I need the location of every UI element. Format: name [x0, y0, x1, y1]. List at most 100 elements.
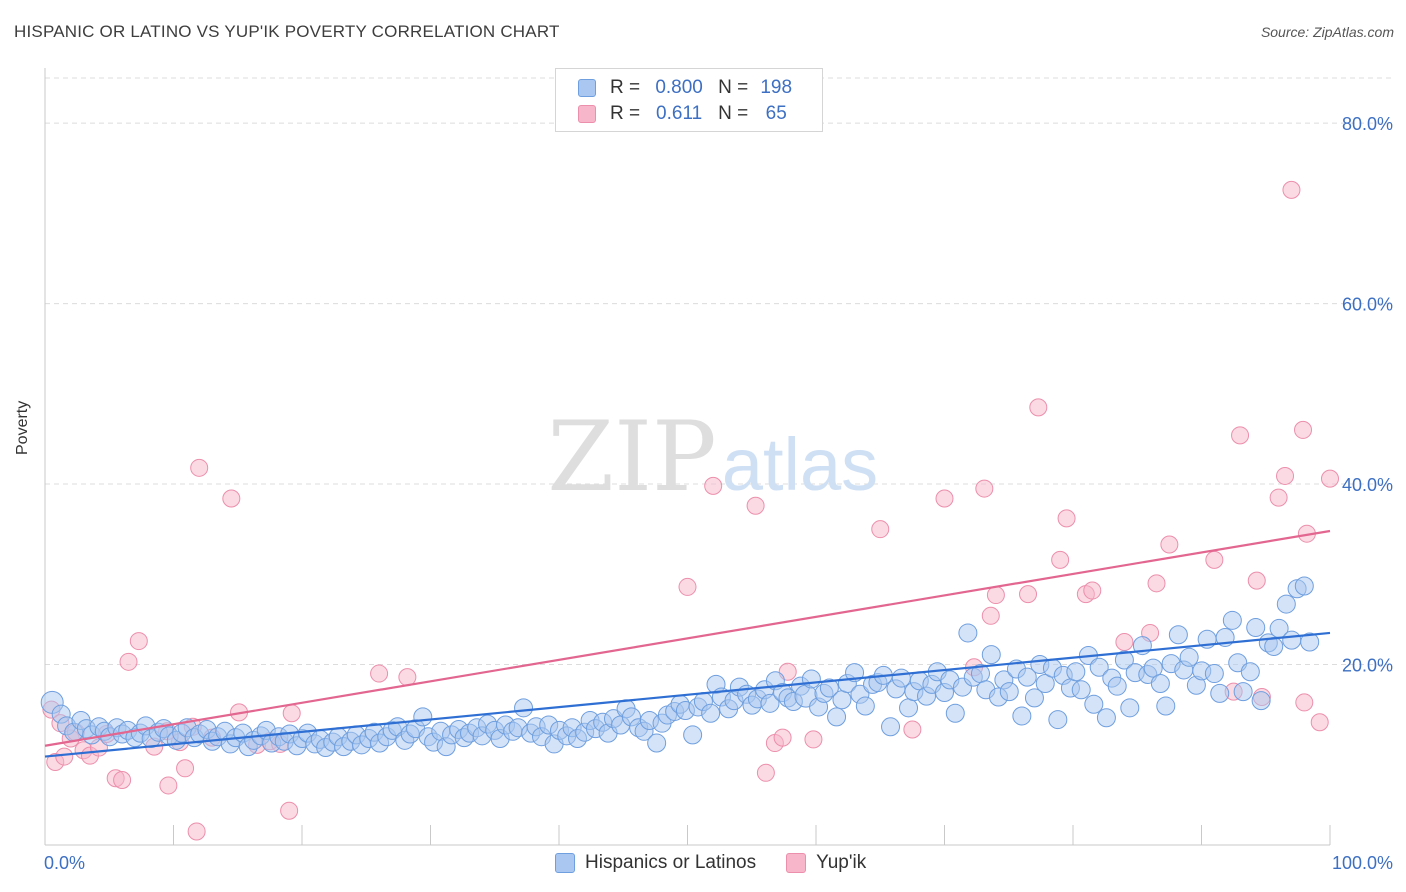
hispanic-point: [1089, 657, 1109, 677]
hispanic-point: [1024, 688, 1044, 708]
hispanic-point: [1210, 683, 1230, 703]
legend-swatch-hispanic: [555, 853, 575, 873]
yupik-point: [187, 822, 206, 841]
legend-n-value: 65: [765, 103, 787, 124]
hispanic-point: [1168, 625, 1188, 645]
hispanic-point: [1107, 676, 1127, 696]
hispanic-point: [413, 707, 433, 727]
hispanic-point: [1017, 667, 1037, 687]
hispanic-point: [832, 690, 852, 710]
watermark-zip: ZIP: [547, 401, 716, 513]
hispanic-point: [1096, 708, 1116, 728]
yupik-point: [113, 771, 132, 790]
hispanic-point: [760, 693, 780, 713]
yupik-point: [746, 496, 765, 515]
hispanic-point: [945, 703, 965, 723]
yupik-point: [981, 606, 1000, 625]
hispanic-point: [1276, 594, 1296, 614]
yupik-point: [1205, 550, 1224, 569]
legend-swatch-hispanic: [578, 79, 596, 97]
legend-label-hispanic: Hispanics or Latinos: [585, 852, 757, 873]
yupik-point: [1029, 398, 1048, 417]
legend-r-value: 0.800: [655, 77, 703, 98]
hispanic-point: [1066, 662, 1086, 682]
hispanic-point: [1071, 680, 1091, 700]
hispanic-points: [40, 576, 1320, 758]
yupik-point: [903, 720, 922, 739]
y-tick-label: 20.0%: [1342, 656, 1393, 676]
yupik-point: [222, 489, 241, 508]
hispanic-point: [819, 678, 839, 698]
hispanic-point: [899, 698, 919, 718]
yupik-point: [1083, 581, 1102, 600]
yupik-point: [871, 520, 890, 539]
yupik-point: [935, 489, 954, 508]
yupik-point: [975, 479, 994, 498]
hispanic-point: [1156, 696, 1176, 716]
y-tick-label: 60.0%: [1342, 295, 1393, 315]
yupik-point: [986, 586, 1005, 605]
hispanic-point: [1222, 610, 1242, 630]
hispanic-point: [1179, 647, 1199, 667]
yupik-point: [1115, 632, 1134, 651]
hispanic-point: [881, 717, 901, 737]
hispanic-point: [1264, 636, 1284, 656]
hispanic-point: [1120, 698, 1140, 718]
correlation-legend: R = 0.800 N = 198 R = 0.611 N = 65: [555, 68, 823, 132]
yupik-point: [1295, 693, 1314, 712]
legend-n-label: N =: [718, 103, 749, 124]
yupik-point: [1051, 550, 1070, 569]
hispanic-point: [1114, 650, 1134, 670]
hispanic-point: [1233, 682, 1253, 702]
hispanic-point: [958, 623, 978, 643]
source-credit: Source: ZipAtlas.com: [1260, 24, 1394, 40]
hispanic-point: [1240, 662, 1260, 682]
hispanic-point: [1084, 694, 1104, 714]
yupik-point: [804, 730, 823, 749]
hispanic-point: [1204, 664, 1224, 684]
hispanic-point: [891, 668, 911, 688]
legend-row-hispanic: R = 0.800 N = 198: [578, 75, 804, 101]
hispanic-point: [1143, 658, 1163, 678]
hispanic-point: [1300, 632, 1320, 652]
legend-n-value: 198: [760, 77, 793, 98]
yupik-point: [1276, 466, 1295, 485]
yupik-point: [1160, 535, 1179, 554]
yupik-trend-line: [44, 529, 1331, 747]
yupik-point: [280, 801, 299, 820]
yupik-point: [282, 704, 301, 723]
yupik-point: [55, 747, 74, 766]
legend-r-value: 0.611: [656, 103, 703, 124]
yupik-point: [704, 476, 723, 495]
yupik-point: [678, 577, 697, 596]
hispanic-point: [801, 669, 821, 689]
x-tick-label: 0.0%: [44, 853, 85, 873]
legend-item-hispanic[interactable]: Hispanics or Latinos: [555, 852, 756, 874]
y-tick-label: 80.0%: [1342, 114, 1393, 134]
watermark-atlas: atlas: [722, 423, 878, 506]
series-legend: Hispanics or Latinos Yup'ik: [555, 852, 896, 874]
legend-n-label: N =: [718, 77, 749, 98]
legend-swatch-yupik: [786, 853, 807, 873]
yupik-point: [159, 776, 178, 795]
hispanic-point: [1048, 710, 1068, 730]
trend-lines: [44, 529, 1331, 758]
hispanic-point: [855, 696, 875, 716]
yupik-point: [1231, 426, 1250, 445]
yupik-point: [1019, 585, 1038, 604]
legend-r-label: R =: [610, 103, 641, 124]
legend-item-yupik[interactable]: Yup'ik: [786, 852, 866, 874]
yupik-point: [370, 664, 389, 683]
tick-labels: 20.0% 40.0% 60.0% 80.0% 0.0% 100.0%: [44, 114, 1393, 873]
hispanic-trend-line: [44, 631, 1331, 758]
hispanic-point: [999, 682, 1019, 702]
yupik-point: [129, 632, 148, 651]
yupik-point: [176, 759, 195, 778]
yupik-point: [1147, 574, 1166, 593]
yupik-point: [1282, 180, 1301, 199]
y-tick-label: 40.0%: [1342, 475, 1393, 495]
chart-title: HISPANIC OR LATINO VS YUP'IK POVERTY COR…: [14, 22, 560, 41]
legend-r-label: R =: [610, 77, 641, 98]
legend-swatch-yupik: [578, 105, 596, 123]
